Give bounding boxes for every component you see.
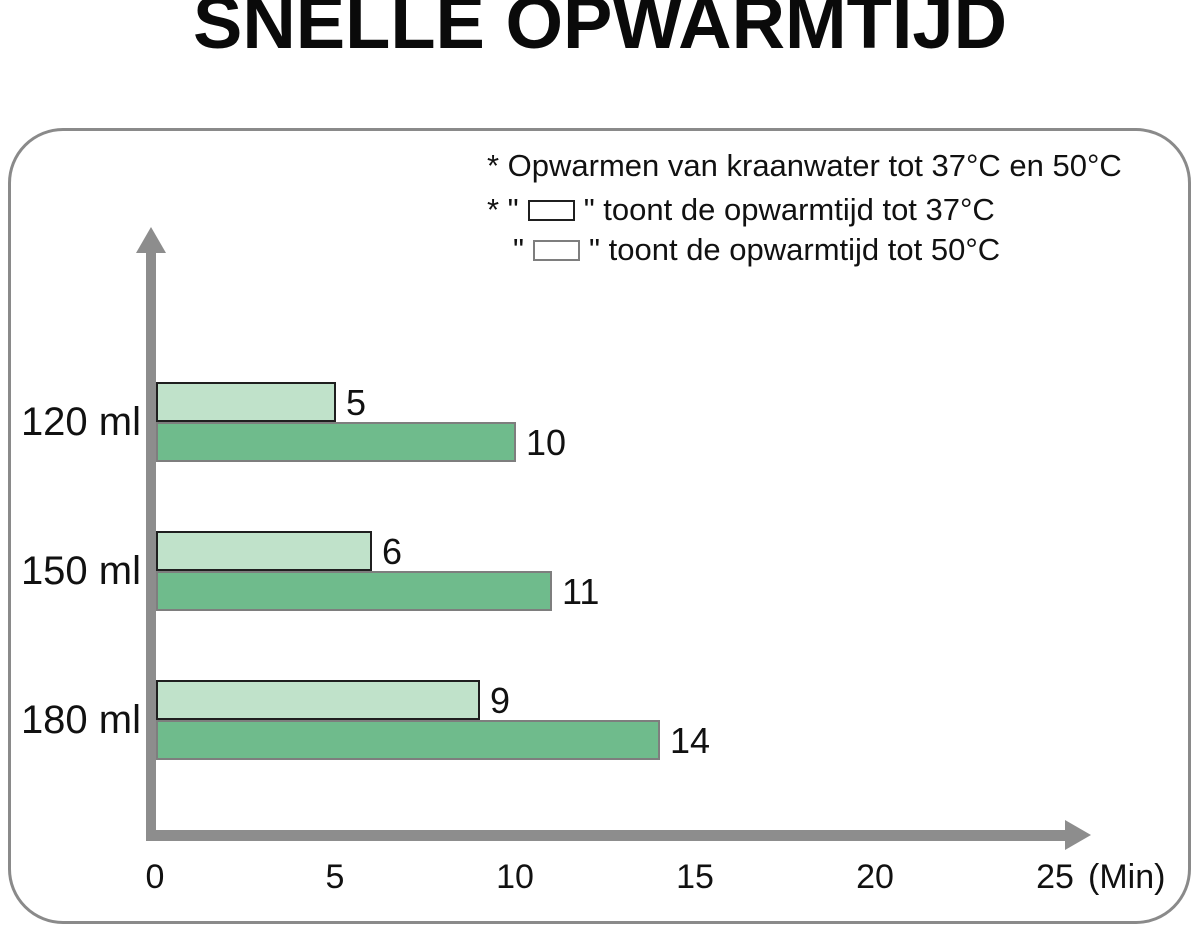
legend-entry-37c-prefix: * " xyxy=(487,192,519,227)
chart-panel: * Opwarmen van kraanwater tot 37°C en 50… xyxy=(8,128,1191,924)
x-tick-5: 5 xyxy=(325,858,345,896)
chart-title: SNELLE OPWARMTIJD xyxy=(192,0,1008,64)
legend-swatch-50c xyxy=(533,239,581,261)
bar-50c-180-ml xyxy=(156,720,660,760)
bar-value-37c-180-ml: 9 xyxy=(490,680,511,721)
bar-value-50c-180-ml: 14 xyxy=(670,720,711,761)
legend-entry-37c: * " " toont de opwarmtijd tot 37°C xyxy=(487,193,995,227)
category-label-120-ml: 120 ml xyxy=(20,400,141,444)
bar-value-37c-150-ml: 6 xyxy=(382,531,403,572)
x-axis-arrowhead-icon xyxy=(1065,820,1091,850)
x-axis-line xyxy=(146,830,1065,841)
legend-note-line: * Opwarmen van kraanwater tot 37°C en 50… xyxy=(487,149,1122,183)
x-axis-unit-label: (Min) xyxy=(1088,858,1166,896)
x-tick-0: 0 xyxy=(145,858,165,896)
legend-note-text: * Opwarmen van kraanwater tot 37°C en 50… xyxy=(487,148,1122,183)
category-label-150-ml: 150 ml xyxy=(20,549,141,593)
x-tick-20: 20 xyxy=(856,858,894,896)
bar-value-50c-150-ml: 11 xyxy=(562,571,600,612)
x-tick-10: 10 xyxy=(496,858,534,896)
bar-50c-120-ml xyxy=(156,422,516,462)
y-axis-line xyxy=(146,251,156,841)
y-axis-arrowhead-icon xyxy=(136,227,166,253)
legend-swatch-37c xyxy=(527,199,575,221)
legend-entry-50c-prefix: " xyxy=(513,232,525,267)
plot-area: 120 ml 5 10 150 ml 6 11 180 ml 9 14 0 5 10 15 20 25 xyxy=(11,131,1188,921)
bar-50c-150-ml xyxy=(156,571,552,611)
bar-value-37c-120-ml: 5 xyxy=(346,382,367,423)
x-tick-25: 25 xyxy=(1036,858,1074,896)
bar-value-50c-120-ml: 10 xyxy=(526,422,567,463)
legend-entry-50c-text: " toont de opwarmtijd tot 50°C xyxy=(589,232,1001,267)
bar-37c-180-ml xyxy=(156,680,480,720)
legend-entry-50c: " " toont de opwarmtijd tot 50°C xyxy=(513,233,1000,267)
legend-entry-37c-text: " toont de opwarmtijd tot 37°C xyxy=(583,192,995,227)
bar-37c-120-ml xyxy=(156,382,336,422)
category-label-180-ml: 180 ml xyxy=(20,698,141,742)
x-tick-15: 15 xyxy=(676,858,714,896)
bar-37c-150-ml xyxy=(156,531,372,571)
